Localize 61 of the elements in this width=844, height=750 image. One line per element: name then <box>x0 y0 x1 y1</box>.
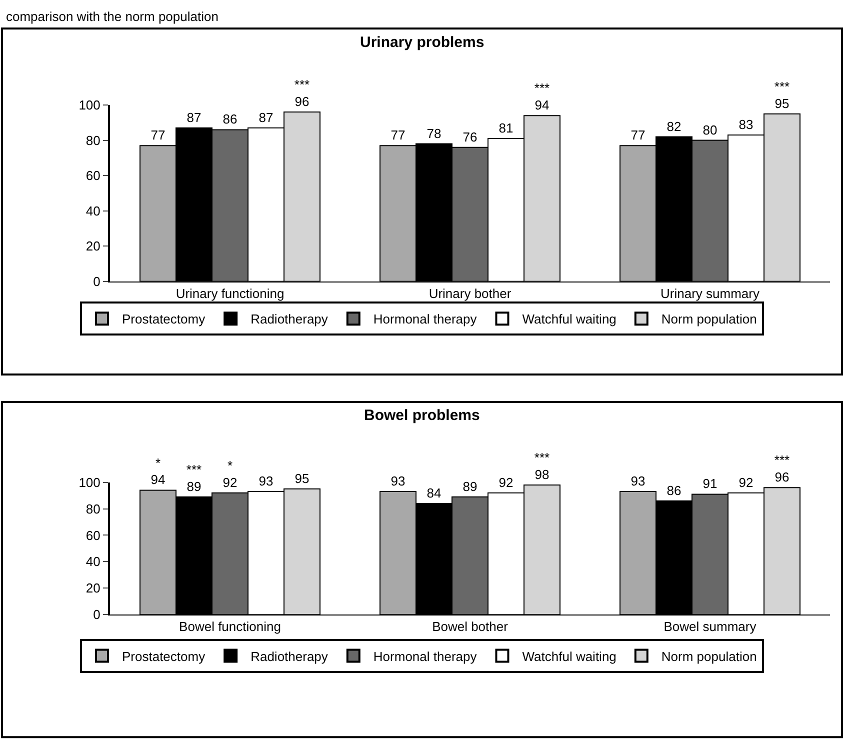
data-label: 95 <box>294 470 310 486</box>
y-tick-label: 80 <box>86 132 100 148</box>
y-tick-label: 60 <box>86 528 100 543</box>
legend-label: Norm population <box>661 312 757 327</box>
y-tick-label: 20 <box>86 238 100 254</box>
data-label: * 94 <box>150 455 166 488</box>
legend-label: Prostatectomy <box>122 648 206 664</box>
data-label: 83 <box>738 116 754 132</box>
data-label: 89 <box>462 478 478 494</box>
data-label: 84 <box>426 485 442 500</box>
x-tick-label: Bowel summary <box>664 619 757 634</box>
y-tick-label: 40 <box>86 203 100 218</box>
y-tick-label: 80 <box>86 501 100 516</box>
data-label: 77 <box>630 128 646 143</box>
data-label: *** 96 <box>294 77 310 110</box>
y-tick-label: 60 <box>86 168 100 184</box>
data-label: 77 <box>150 128 166 143</box>
data-label: 92 <box>498 474 514 490</box>
legend-label: Watchful waiting <box>522 312 616 327</box>
legend-label: Radiotherapy <box>250 648 328 664</box>
data-label: 87 <box>186 110 202 125</box>
data-label: 86 <box>222 112 238 127</box>
y-tick-label: 0 <box>93 274 100 289</box>
data-label: 92 <box>738 474 754 490</box>
data-label: *** 98 <box>534 450 550 482</box>
data-label: 82 <box>666 118 682 134</box>
legend-label: Hormonal therapy <box>373 312 478 327</box>
data-label: 80 <box>702 122 718 138</box>
x-tick-label: Urinary summary <box>660 286 760 301</box>
y-tick-label: 0 <box>93 607 100 622</box>
data-label: *** 94 <box>534 80 550 113</box>
data-label: *** 89 <box>186 462 202 494</box>
data-label: 78 <box>426 126 442 141</box>
x-tick-label: Urinary bother <box>428 286 512 301</box>
legend-label: Radiotherapy <box>250 312 328 327</box>
legend-label: Hormonal therapy <box>373 648 478 664</box>
y-tick-label: 40 <box>86 554 100 570</box>
chart-title: Bowel problems <box>364 407 480 424</box>
y-tick-label: 100 <box>78 474 100 490</box>
data-label: 91 <box>702 476 718 492</box>
chart-title: Urinary problems <box>360 34 484 51</box>
data-label: *** 96 <box>774 452 790 485</box>
x-tick-label: Bowel bother <box>432 619 509 634</box>
data-label: 93 <box>390 474 406 489</box>
data-label: 76 <box>462 129 478 144</box>
data-label: 93 <box>258 474 274 489</box>
legend-label: Norm population <box>661 648 757 664</box>
data-label: 87 <box>258 110 274 125</box>
legend-label: Prostatectomy <box>122 312 206 327</box>
x-tick-label: Bowel functioning <box>179 619 281 634</box>
y-tick-label: 100 <box>78 98 100 113</box>
legend-label: Watchful waiting <box>522 648 616 664</box>
data-label: 77 <box>390 128 406 143</box>
data-label: 81 <box>498 120 514 136</box>
data-label: *** 95 <box>774 78 790 111</box>
data-label: 86 <box>666 482 682 498</box>
x-tick-label: Urinary functioning <box>176 286 284 301</box>
data-label: * 92 <box>222 458 238 490</box>
y-tick-label: 20 <box>86 580 100 596</box>
text: comparison with the norm population <box>6 9 218 24</box>
data-label: 93 <box>630 474 646 489</box>
